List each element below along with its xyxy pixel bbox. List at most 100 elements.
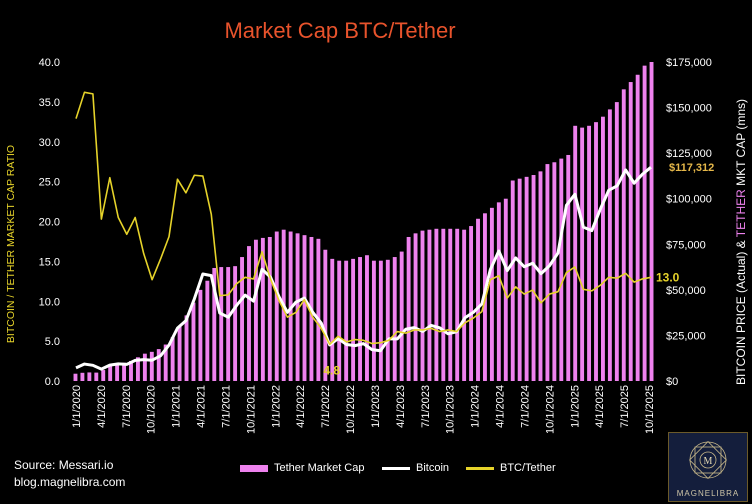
ratio-end-label: 13.0	[656, 270, 680, 284]
tether-bar	[607, 109, 612, 381]
x-tick-label: 10/1/2024	[544, 385, 556, 434]
left-tick-label: 5.0	[45, 336, 60, 348]
tether-bar	[358, 257, 362, 381]
tether-bar	[142, 353, 147, 381]
tether-bar	[260, 237, 265, 381]
tether-bar	[135, 357, 140, 381]
source-text: Source: Messari.io	[14, 458, 114, 472]
tether-bar	[330, 258, 335, 381]
tether-bar	[559, 158, 564, 381]
tether-bar	[385, 259, 390, 381]
tether-bar	[129, 360, 133, 381]
tether-bar	[302, 235, 307, 381]
tether-bar	[566, 154, 571, 381]
x-tick-label: 4/1/2025	[594, 385, 606, 428]
legend-tether-label: Tether Market Cap	[274, 462, 365, 474]
tether-bar	[441, 228, 446, 381]
tether-bar	[80, 372, 85, 381]
x-tick-label: 10/1/2021	[245, 385, 257, 434]
tether-bar	[198, 289, 203, 381]
tether-bar	[253, 239, 258, 381]
x-axis: 1/1/2020 4/1/2020 7/1/2020 10/1/2020 1/1/202…	[71, 385, 656, 434]
tether-bar	[489, 207, 494, 381]
tether-bar	[392, 257, 397, 381]
tether-bar	[274, 231, 279, 381]
tether-bar	[87, 372, 92, 381]
tether-bar	[614, 102, 619, 381]
legend-bitcoin-label: Bitcoin	[416, 462, 450, 474]
right-tick-label: $150,000	[666, 103, 712, 115]
bitcoin-end-label: $117,312	[669, 162, 714, 174]
left-axis: 0.0 5.0 10.0 15.0 20.0 25.0 30.0 35.0 40.0	[39, 57, 60, 388]
tether-bar	[496, 202, 501, 381]
tether-bar	[649, 62, 654, 381]
tether-bar	[191, 302, 196, 381]
tether-bars	[73, 62, 654, 382]
right-axis-title-highlight: TETHER	[734, 189, 748, 237]
tether-bar	[156, 349, 161, 381]
data-labels: $117,312 13.0 4.8	[323, 162, 714, 377]
x-tick-label: 1/1/2025	[569, 385, 581, 428]
left-tick-label: 10.0	[39, 296, 60, 308]
tether-bar	[344, 260, 349, 381]
tether-bar	[621, 89, 626, 381]
tether-bar	[587, 125, 592, 381]
legend-bitcoin: Bitcoin	[382, 462, 449, 474]
tether-bar	[406, 236, 411, 381]
x-tick-label: 4/1/2024	[495, 385, 507, 428]
tether-bar	[580, 127, 585, 382]
right-tick-label: $100,000	[666, 194, 712, 206]
tether-bar	[240, 257, 244, 381]
tether-bar	[594, 122, 598, 382]
tether-bar	[462, 229, 467, 381]
left-axis-title: BITCOIN / TETHER MARKET CAP RATIO	[5, 145, 17, 343]
tether-bar	[635, 74, 640, 381]
x-tick-label: 7/1/2020	[121, 385, 133, 428]
left-tick-label: 15.0	[39, 256, 60, 268]
right-axis: $0 $25,000 $50,000 $75,000 $100,000 $125,000 $…	[666, 57, 712, 388]
tether-bar	[267, 236, 272, 381]
legend-btc-tether-label: BTC/Tether	[500, 462, 556, 474]
x-tick-label: 7/1/2021	[221, 385, 233, 428]
x-tick-label: 7/1/2022	[320, 385, 332, 428]
x-tick-label: 7/1/2025	[619, 385, 631, 428]
x-tick-label: 1/1/2024	[470, 385, 482, 428]
tether-bar	[434, 228, 439, 381]
tether-bar	[184, 315, 189, 381]
tether-bar	[531, 175, 536, 381]
right-axis-title: BITCOIN PRICE (Actual) & TETHER MKT CAP …	[734, 99, 748, 385]
tether-bar	[101, 370, 106, 381]
left-tick-label: 0.0	[45, 376, 60, 388]
tether-bar	[73, 373, 78, 381]
tether-bar	[427, 229, 432, 381]
svg-text:M: M	[704, 456, 713, 467]
tether-bar	[469, 226, 474, 381]
x-tick-label: 4/1/2022	[295, 385, 307, 428]
tether-bar	[601, 116, 605, 381]
left-tick-label: 25.0	[39, 177, 60, 189]
legend-btc-tether: BTC/Tether	[466, 462, 556, 474]
tether-bar	[233, 266, 238, 381]
tether-bar	[163, 344, 168, 381]
right-tick-label: $25,000	[666, 330, 706, 342]
tether-bar	[573, 125, 578, 381]
x-tick-label: 10/1/2022	[345, 385, 357, 434]
tether-bar	[455, 228, 460, 381]
legend-btc-tether-swatch	[466, 466, 494, 470]
tether-bar	[351, 258, 356, 381]
x-tick-label: 1/1/2023	[370, 385, 382, 428]
x-tick-label: 7/1/2024	[519, 385, 531, 428]
left-tick-label: 20.0	[39, 217, 60, 229]
x-tick-label: 4/1/2021	[196, 385, 208, 428]
tether-bar	[371, 260, 376, 381]
left-tick-label: 40.0	[39, 57, 60, 69]
x-tick-label: 4/1/2020	[96, 385, 108, 428]
tether-bar	[517, 178, 522, 381]
tether-bar	[476, 218, 480, 381]
left-tick-label: 35.0	[39, 97, 60, 109]
tether-bar	[177, 326, 182, 381]
legend-tether: Tether Market Cap	[240, 462, 364, 474]
tether-bar	[247, 246, 251, 381]
blog-url: blog.magnelibra.com	[14, 475, 126, 489]
tether-bar	[122, 362, 126, 381]
